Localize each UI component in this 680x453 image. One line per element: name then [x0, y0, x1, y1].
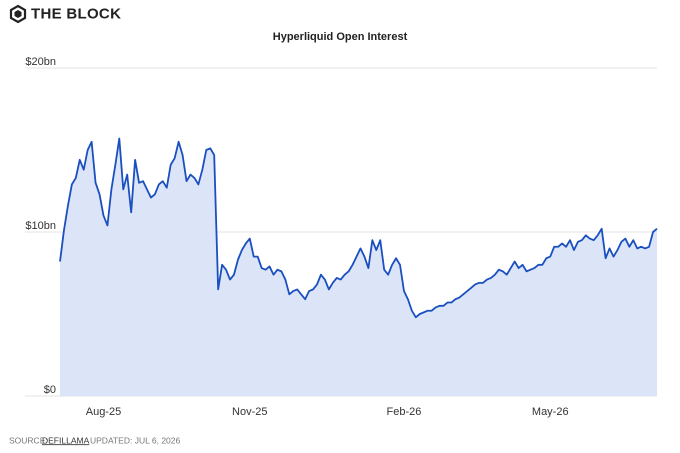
- x-tick-label: Feb-26: [387, 406, 422, 418]
- brand-logo: [9, 4, 27, 24]
- x-tick-label: Aug-25: [86, 406, 121, 418]
- y-tick-label: $10bn: [25, 220, 56, 232]
- brand-name: THE BLOCK: [31, 5, 121, 22]
- area-line: [59, 137, 658, 319]
- source-label: SOURCE:: [9, 435, 48, 445]
- area-fill: [60, 138, 657, 396]
- y-tick-label: $0: [44, 384, 56, 396]
- source-link[interactable]: DEFILLAMA: [42, 435, 90, 445]
- y-tick-label: $20bn: [25, 56, 56, 68]
- x-tick-label: Nov-25: [232, 406, 267, 418]
- x-tick-label: May-26: [532, 406, 569, 418]
- chart-title: Hyperliquid Open Interest: [273, 31, 408, 43]
- updated-date: UPDATED: JUL 6, 2026: [90, 435, 181, 445]
